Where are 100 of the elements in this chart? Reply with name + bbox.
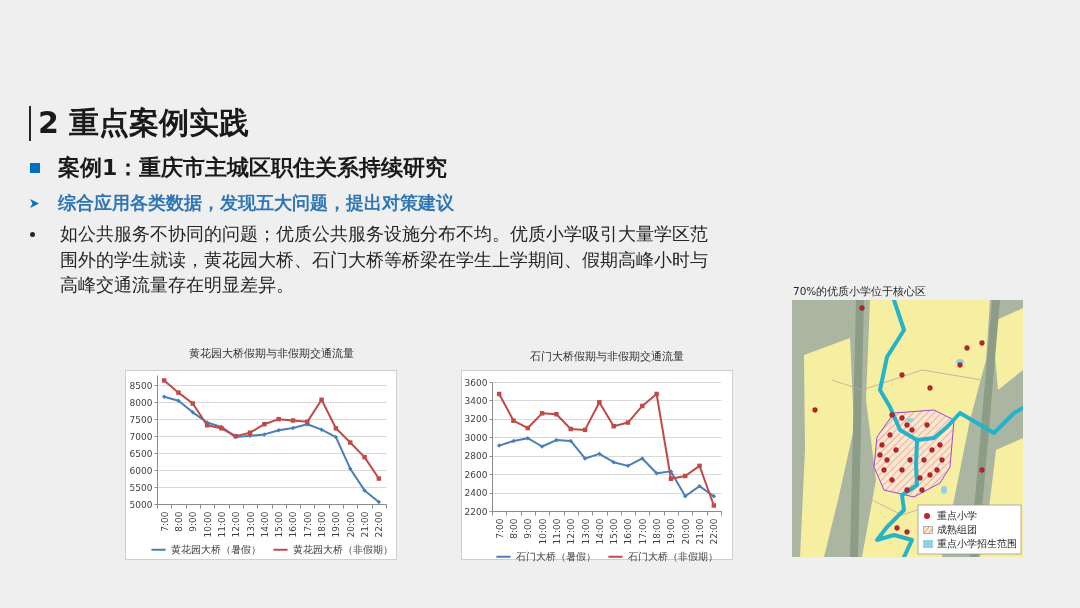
x-tick-label: 16:00 — [623, 518, 634, 545]
point — [597, 451, 602, 457]
point — [190, 401, 196, 406]
y-tick-label: 7000 — [129, 431, 153, 442]
point — [362, 454, 367, 460]
x-tick-label: 18:00 — [652, 518, 663, 545]
point — [511, 418, 516, 423]
point — [568, 426, 573, 432]
y-tick-label: 2800 — [464, 451, 488, 462]
point — [625, 463, 631, 469]
chart-title: 黄花园大桥假期与非假期交通流量 — [189, 347, 354, 360]
point — [333, 434, 339, 440]
x-tick-label: 21:00 — [360, 511, 371, 538]
legend-label: 黄花园大桥（非假期） — [293, 543, 393, 555]
point — [347, 466, 353, 471]
point — [611, 459, 616, 465]
point — [376, 476, 382, 481]
x-tick-label: 8:00 — [173, 511, 184, 532]
x-tick-label: 19:00 — [666, 518, 677, 545]
x-tick-label: 10:00 — [537, 518, 548, 545]
chart-title: 石门大桥假期与非假期交通流量 — [529, 350, 684, 363]
text: 重点小学招生范围 — [937, 537, 1017, 551]
point — [640, 403, 645, 409]
x-tick-label: 21:00 — [695, 518, 706, 545]
text: 成熟组团 — [937, 523, 977, 537]
x-tick-label: 15:00 — [609, 518, 620, 545]
point — [597, 400, 602, 405]
x-tick-label: 7:00 — [494, 518, 505, 539]
point — [654, 470, 659, 476]
x-tick-label: 17:00 — [302, 511, 313, 538]
y-tick-label: 2600 — [464, 469, 488, 480]
point — [161, 378, 167, 383]
point — [262, 432, 267, 437]
x-tick-label: 7:00 — [159, 511, 170, 532]
x-tick-label: 9:00 — [188, 511, 199, 532]
point — [711, 503, 717, 508]
x-tick-label: 20:00 — [345, 511, 356, 538]
legend-label: 石门大桥（暑假） — [516, 550, 596, 562]
x-tick-label: 12:00 — [231, 511, 242, 538]
point — [319, 397, 324, 403]
x-tick-label: 13:00 — [245, 511, 256, 538]
y-tick-label: 5000 — [129, 499, 153, 510]
point — [276, 416, 281, 422]
x-tick-label: 13:00 — [580, 518, 591, 545]
x-tick-label: 15:00 — [274, 511, 285, 538]
y-tick-label: 3600 — [464, 377, 488, 388]
legend-label: 石门大桥（非假期） — [628, 550, 718, 562]
x-tick-label: 16:00 — [288, 511, 299, 538]
text: 2 重点案例实践 — [38, 105, 250, 141]
text: 70%的优质小学位于核心区 — [793, 285, 927, 298]
y-tick-label: 6500 — [129, 448, 153, 459]
point — [376, 499, 382, 505]
point — [625, 420, 631, 425]
point — [347, 440, 353, 445]
point — [611, 423, 616, 429]
point — [333, 426, 339, 431]
x-tick-label: 18:00 — [317, 511, 328, 538]
y-tick-label: 6000 — [129, 465, 153, 476]
point — [711, 494, 717, 499]
point — [554, 412, 559, 417]
point — [176, 390, 181, 395]
point — [539, 411, 545, 416]
point — [362, 488, 367, 493]
y-tick-label: 3000 — [464, 432, 488, 443]
y-tick-label: 3200 — [464, 414, 488, 425]
y-tick-label: 7500 — [129, 414, 153, 425]
x-tick-label: 9:00 — [523, 518, 534, 539]
point — [290, 425, 296, 431]
point — [319, 427, 324, 432]
y-tick-label: 3400 — [464, 395, 488, 406]
x-tick-label: 11:00 — [551, 518, 562, 545]
y-tick-label: 2200 — [464, 506, 488, 517]
point — [276, 428, 281, 433]
point — [697, 463, 702, 469]
text: 重点小学 — [937, 509, 977, 523]
y-tick-label: 8500 — [129, 380, 153, 391]
legend-label: 黄花园大桥（暑假） — [171, 543, 261, 555]
point — [190, 410, 196, 415]
x-tick-label: 19:00 — [331, 511, 342, 538]
x-tick-label: 22:00 — [374, 511, 385, 538]
point — [290, 418, 296, 423]
x-tick-label: 8:00 — [508, 518, 519, 539]
point — [161, 394, 167, 399]
text: 案例1：重庆市主城区职住关系持续研究 — [58, 155, 448, 181]
point — [654, 391, 659, 397]
point — [682, 494, 688, 499]
x-tick-label: 14:00 — [259, 511, 270, 538]
x-tick-label: 10:00 — [202, 511, 213, 538]
x-tick-label: 17:00 — [637, 518, 648, 545]
x-tick-label: 12:00 — [566, 518, 577, 545]
x-tick-label: 22:00 — [709, 518, 720, 545]
text: 综合应用各类数据，发现五大问题，提出对策建议 — [58, 192, 454, 214]
x-tick-label: 20:00 — [680, 518, 691, 545]
y-tick-label: 5500 — [129, 482, 153, 493]
y-tick-label: 2400 — [464, 488, 488, 499]
x-tick-label: 14:00 — [594, 518, 605, 545]
point — [262, 421, 267, 427]
y-tick-label: 8000 — [129, 397, 153, 408]
text: 如公共服务不协同的问题；优质公共服务设施分布不均。优质小学吸引大量学区范围外的学生就读，黄花园大桥、石门大桥等桥梁在学生上学期间、假期高峰小时与高峰交通流量存在明显差异。 — [60, 223, 709, 297]
point — [640, 456, 645, 461]
